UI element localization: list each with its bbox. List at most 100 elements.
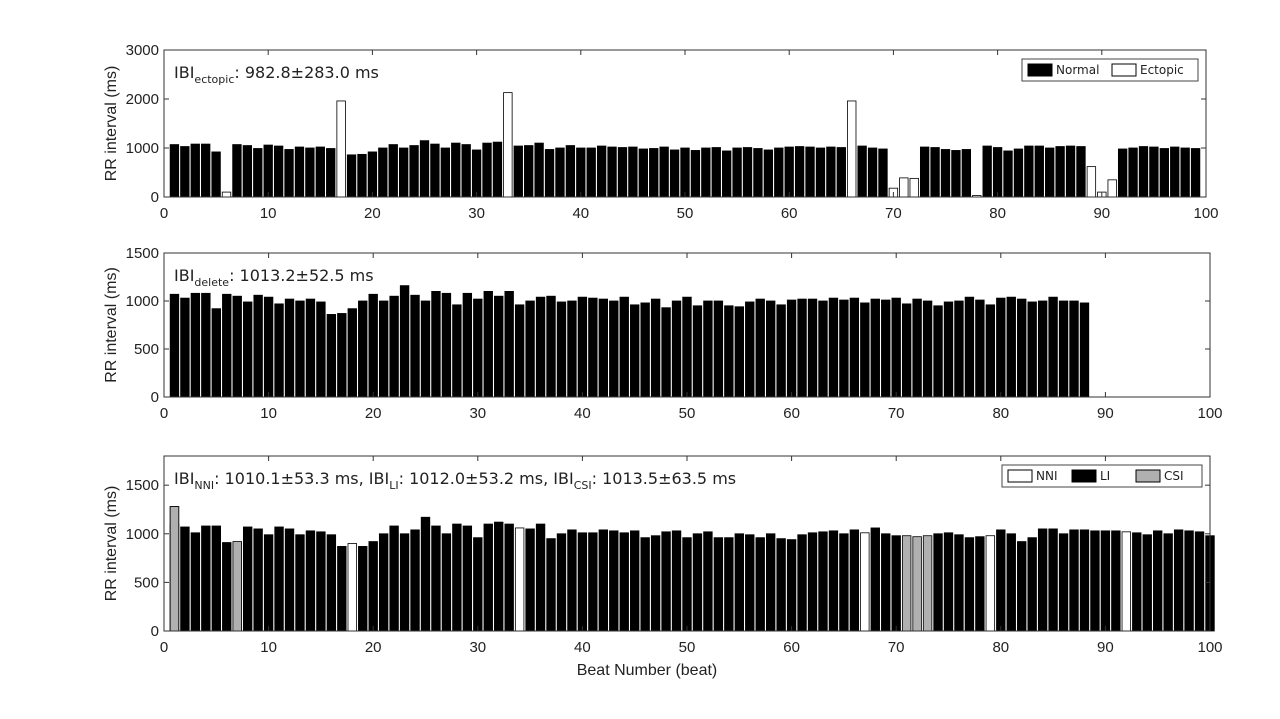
y-axis-label: RR interval (ms) [103,486,120,602]
annotation-value: : 1010.1±53.3 ms, [214,469,369,488]
bar-li-68 [870,527,880,632]
bar-rr-18 [347,308,357,398]
bar-li-2 [180,526,190,632]
bar-rr-5 [211,308,221,398]
annotation-text: IBIectopic: 982.8±283.0 ms [174,63,379,86]
annotation-value: : 982.8±283.0 ms [234,63,379,82]
x-tick-label: 90 [1097,639,1114,656]
legend-label-normal: Normal [1056,63,1099,77]
bar-normal-10 [263,144,273,198]
bar-rr-20 [368,293,378,398]
bar-normal-52 [701,147,711,198]
bar-normal-5 [211,151,221,198]
bar-rr-67 [860,302,870,398]
x-tick-label: 30 [468,205,485,222]
bar-normal-88 [1076,146,1086,198]
bar-li-63 [818,531,828,632]
bar-nni-18 [347,543,357,632]
bar-li-30 [473,537,483,632]
bar-normal-83 [1024,145,1034,198]
bar-rr-79 [985,304,996,398]
bar-rr-39 [567,300,577,398]
bar-li-59 [776,538,786,632]
bar-rr-33 [504,290,514,398]
x-tick-label: 40 [574,405,591,422]
bar-nni-67 [860,532,870,632]
bar-normal-8 [242,145,253,198]
bar-li-58 [765,533,776,632]
x-tick-label: 10 [260,205,277,222]
bar-rr-50 [682,296,692,398]
y-axis-label: RR interval (ms) [103,66,120,182]
bar-li-75 [943,532,954,632]
bar-rr-84 [1037,300,1048,398]
bar-csi-72 [912,536,922,632]
bar-normal-15 [315,146,325,198]
bar-li-25 [420,516,431,632]
bar-rr-28 [452,304,462,398]
annotation-value: : 1013.2±52.5 ms [229,266,374,285]
bar-csi-73 [922,535,933,632]
bar-li-54 [724,537,734,632]
x-tick-label: 60 [783,639,800,656]
annotation-value: : 1012.0±53.2 ms, [399,469,554,488]
bar-normal-16 [326,148,336,198]
bar-rr-85 [1048,296,1058,398]
bar-normal-96 [1159,148,1169,198]
x-tick-label: 50 [677,205,694,222]
bar-li-48 [661,531,671,632]
bar-normal-95 [1149,146,1159,198]
bar-normal-26 [430,143,440,198]
bar-normal-27 [440,147,451,198]
bar-normal-13 [294,146,305,198]
bar-normal-34 [513,145,523,198]
bar-rr-74 [933,305,943,398]
bar-li-6 [222,542,232,632]
bar-rr-26 [431,290,441,398]
bar-rr-83 [1027,301,1037,398]
x-tick-label: 70 [888,405,905,422]
bar-rr-71 [901,303,912,398]
bar-li-27 [441,533,452,632]
bar-normal-56 [742,147,753,198]
bar-li-21 [378,533,389,632]
bar-li-93 [1132,532,1142,632]
bar-li-37 [546,538,556,632]
bar-rr-3 [190,292,201,398]
bar-li-31 [483,523,493,632]
bar-rr-78 [975,299,985,398]
bar-normal-54 [722,150,732,198]
bar-li-47 [650,535,661,632]
legend-swatch-ectopic [1111,63,1137,77]
bar-li-97 [1173,529,1184,632]
bar-normal-62 [805,146,815,198]
bar-rr-9 [253,294,263,398]
annotation-base: IBI [174,469,194,488]
bar-li-91 [1111,530,1121,632]
bar-normal-76 [951,150,961,198]
bar-li-56 [745,534,755,632]
bar-ectopic-33 [503,92,513,198]
bar-ectopic-6 [221,191,232,198]
bar-li-82 [1017,541,1027,632]
bar-rr-32 [494,295,504,398]
bar-normal-40 [576,147,586,198]
bar-normal-30 [471,149,482,198]
bar-normal-12 [284,149,294,198]
bar-rr-29 [462,292,473,398]
bar-normal-39 [565,145,576,198]
bar-normal-47 [649,148,659,198]
bar-normal-74 [930,147,940,198]
bar-normal-31 [482,142,492,198]
bar-normal-1 [169,144,180,198]
y-tick-label: 500 [134,574,159,591]
bar-li-9 [253,528,263,632]
bar-csi-1 [169,506,180,632]
bar-li-46 [640,537,650,632]
bar-li-64 [828,530,839,632]
bar-normal-86 [1055,146,1065,198]
bar-li-23 [399,533,410,632]
bar-li-51 [692,533,703,632]
bar-normal-2 [180,146,190,198]
